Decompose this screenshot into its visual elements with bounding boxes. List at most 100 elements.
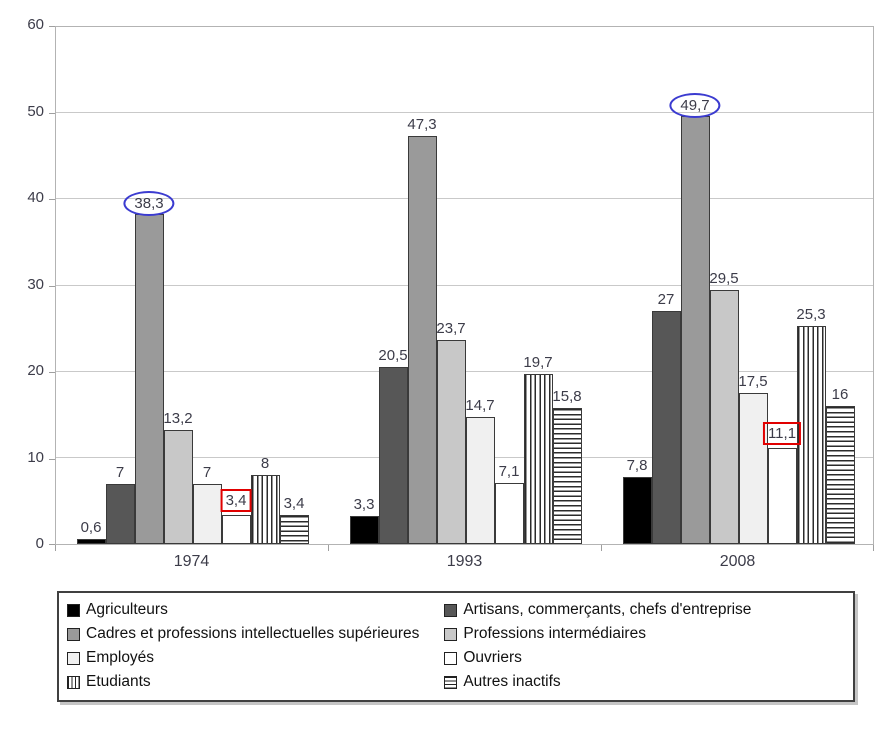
value-label-2008-employes: 17,5 [738,373,768,391]
y-tick-label-40: 40 [27,189,44,206]
x-category-label-1974: 1974 [173,553,210,570]
legend-item-professions-intermediaires: Professions intermédiaires [444,622,845,646]
bar-2008-cadres-professions-intellectuelles-superieures [680,115,710,544]
bar-group-2008: 7,8 27 49,7 29,5 17,5 11,1 25,3 16 [602,27,875,544]
legend-label-agriculteurs: Agriculteurs [86,601,168,618]
bar-1974-employes [192,483,222,544]
value-label-1993-cadres-professions-intellectuelles-superieures: 47,3 [407,116,437,134]
bar-1993-agriculteurs [349,515,379,544]
bar-1993-artisans-commercants-chefs-entreprise [378,367,408,544]
x-category-label-2008: 2008 [719,553,756,570]
bar-1974-artisans-commercants-chefs-entreprise [105,483,135,544]
value-label-1993-artisans-commercants-chefs-entreprise: 20,5 [378,347,408,365]
value-label-1993-ouvriers: 7,1 [498,462,520,480]
bar-1974-cadres-professions-intellectuelles-superieures [134,213,164,544]
legend-item-agriculteurs: Agriculteurs [67,598,444,622]
bar-1974-professions-intermediaires [163,430,193,544]
bar-1974-autres-inactifs [279,514,309,544]
y-tick-mark-50 [49,112,55,114]
bar-1993-employes [465,417,495,544]
legend-item-autres-inactifs: Autres inactifs [444,670,845,694]
legend-marker-professions-intermediaires [444,627,458,641]
legend-label-cadres-professions-intellectuelles-superieures: Cadres et professions intellectuelles su… [86,625,420,642]
value-label-2008-agriculteurs: 7,8 [626,456,648,474]
legend-item-ouvriers: Ouvriers [444,646,845,670]
value-label-1993-employes: 14,7 [465,397,495,415]
value-label-1993-autres-inactifs: 15,8 [552,387,582,405]
gridline-30 [56,284,873,286]
legend-label-etudiants: Etudiants [86,673,151,690]
annotation-ellipse-2008-cadres-professions-intellectuelles-superieures: 49,7 [669,92,721,118]
legend-label-autres-inactifs: Autres inactifs [463,673,561,690]
legend-item-employes: Employés [67,646,444,670]
value-label-2008-etudiants: 25,3 [796,306,826,323]
value-label-2008-artisans-commercants-chefs-entreprise: 27 [657,291,675,309]
y-tick-mark-30 [49,285,55,287]
value-label-2008-autres-inactifs: 16 [831,386,849,404]
value-label-2008-cadres-professions-intellectuelles-superieures: 49,7 [669,92,721,118]
value-label-1974-agriculteurs: 0,6 [80,518,102,536]
legend-item-artisans-commercants-chefs-entreprise: Artisans, commerçants, chefs d'entrepris… [444,598,845,622]
bar-group-1993: 3,3 20,5 47,3 23,7 14,7 7,1 19,7 15,8 [329,27,602,544]
value-label-1974-professions-intermediaires: 13,2 [163,410,193,428]
x-category-label-1993: 1993 [446,553,483,570]
legend-label-employes: Employés [86,649,155,666]
value-label-2008-ouvriers: 11,1 [762,422,802,446]
legend-label-professions-intermediaires: Professions intermédiaires [463,625,646,642]
bar-2008-etudiants [796,326,826,544]
value-label-1993-agriculteurs: 3,3 [353,495,375,513]
x-tick-mark-2 [601,545,602,551]
bar-2008-artisans-commercants-chefs-entreprise [651,311,681,544]
value-label-1974-employes: 7 [202,463,212,481]
y-tick-label-0: 0 [35,535,44,552]
bar-group-1974: 0,6 7 38,3 13,2 7 3,4 8 3,4 [56,27,329,544]
plot-area: 0,6 7 38,3 13,2 7 3,4 8 3,4 3,3 20,5 47,3 23,7 14,7 7… [55,26,874,545]
value-label-1974-etudiants: 8 [260,455,270,473]
legend-marker-artisans-commercants-chefs-entreprise [444,603,458,617]
legend-item-cadres-professions-intellectuelles-superieures: Cadres et professions intellectuelles su… [67,622,444,646]
y-tick-label-30: 30 [27,275,44,293]
legend-label-artisans-commercants-chefs-entreprise: Artisans, commerçants, chefs d'entrepris… [463,601,752,618]
bar-2008-professions-intermediaires [709,289,739,544]
legend-marker-etudiants [67,675,80,689]
y-tick-mark-0 [49,544,55,545]
y-tick-label-50: 50 [27,102,44,120]
value-label-1993-professions-intermediaires: 23,7 [436,319,466,337]
bar-1974-ouvriers [221,514,251,544]
value-label-2008-professions-intermediaires: 29,5 [709,269,739,287]
bar-1993-ouvriers [494,482,524,544]
legend-label-ouvriers: Ouvriers [463,649,522,666]
value-label-1974-autres-inactifs: 3,4 [283,494,305,512]
legend: Agriculteurs Artisans, commerçants, chefs… [57,591,855,702]
legend-marker-cadres-professions-intellectuelles-superieures [67,627,80,641]
legend-item-etudiants: Etudiants [67,670,444,694]
legend-marker-employes [67,651,80,665]
legend-marker-agriculteurs [67,603,80,617]
bar-2008-ouvriers [767,448,797,544]
value-label-1974-artisans-commercants-chefs-entreprise: 7 [115,463,125,481]
y-tick-label-20: 20 [27,362,44,379]
bar-2008-autres-inactifs [825,406,855,544]
bar-1974-etudiants [250,475,280,544]
bar-1993-cadres-professions-intellectuelles-superieures [407,136,437,544]
gridline-50 [56,112,873,114]
annotation-ellipse-1974-cadres-professions-intellectuelles-superieures: 38,3 [123,190,175,216]
value-label-1974-ouvriers: 3,4 [220,488,252,512]
x-tick-mark-0 [55,545,56,551]
y-tick-mark-60 [49,26,55,27]
bar-1993-etudiants [523,374,553,544]
bar-1993-professions-intermediaires [436,339,466,544]
y-tick-mark-20 [49,372,55,373]
bar-2008-agriculteurs [622,476,652,544]
x-tick-mark-1 [328,545,329,551]
bar-1974-agriculteurs [76,538,106,544]
annotation-rect-2008-ouvriers: 11,1 [762,422,802,446]
legend-marker-ouvriers [444,651,458,665]
y-tick-mark-10 [49,458,55,460]
value-label-1993-etudiants: 19,7 [523,354,553,372]
annotation-rect-1974-ouvriers: 3,4 [220,488,252,512]
bar-2008-employes [738,393,768,544]
y-tick-label-60: 60 [27,16,44,33]
gridline-40 [56,198,873,200]
